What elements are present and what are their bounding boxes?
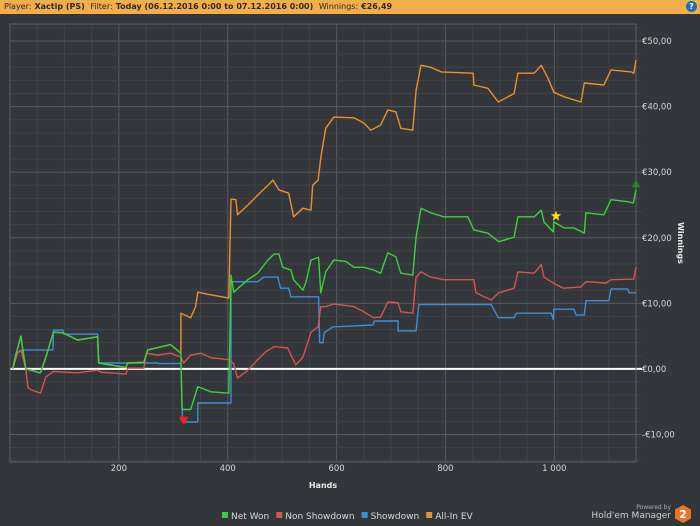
legend-item-label: All-In EV — [435, 512, 473, 522]
legend-swatch — [426, 512, 433, 518]
legend-item-label: Non Showdown — [285, 512, 354, 522]
x-tick-labels: 200 400 600 800 1 000 — [111, 464, 567, 474]
legend-swatch — [222, 512, 228, 518]
legend-swatch — [276, 512, 283, 518]
x-tick-label: 400 — [220, 464, 236, 474]
filter-header-bar: Player: Xactip (PS) Filter: Today (06.12.2… — [0, 0, 700, 14]
y-axis-label: Winnings — [676, 222, 685, 264]
x-axis-label: Hands — [309, 481, 338, 490]
x-tick-label: 200 — [111, 464, 127, 474]
filter-label: Filter: — [90, 2, 113, 11]
triangle-up-marker — [632, 179, 640, 188]
y-tick-label: €10,00 — [642, 299, 672, 309]
legend: Net Won Non Showdown Showdown All-In EV — [222, 512, 474, 522]
player-value: Xactip (PS) — [34, 2, 85, 11]
star-marker — [550, 210, 562, 221]
legend-swatch — [361, 512, 368, 518]
series-line-non-showdown — [12, 263, 637, 394]
series-line-net-won — [12, 189, 637, 411]
x-tick-label: 1 000 — [542, 464, 566, 474]
y-tick-label: €20,00 — [642, 234, 672, 244]
logo-hexagon — [675, 505, 691, 523]
winnings-label: Winnings: — [318, 2, 359, 11]
y-tick-label: €30,00 — [642, 168, 672, 178]
winnings-value: €26,49 — [361, 2, 393, 11]
question-circle-icon[interactable]: ? — [686, 1, 697, 12]
series-line-showdown — [12, 276, 636, 423]
logo-number: 2 — [679, 508, 687, 521]
triangle-down-marker — [178, 416, 189, 425]
grid — [10, 24, 642, 462]
holdem-manager-logo: Powered by Hold'em Manager 2 — [591, 504, 691, 523]
y-tick-label: -€10,00 — [642, 430, 675, 440]
plot-border — [9, 23, 637, 463]
filter-value[interactable]: Today (06.12.2016 0:00 to 07.12.2016 0:0… — [115, 2, 314, 11]
series-lines — [12, 59, 637, 423]
y-tick-label: €0,00 — [642, 365, 666, 375]
x-tick-label: 600 — [328, 464, 344, 474]
player-label: Player: — [4, 2, 32, 11]
product-name: Hold'em Manager — [591, 511, 671, 521]
legend-item-label: Showdown — [371, 512, 420, 522]
y-tick-label: €40,00 — [642, 103, 672, 113]
legend-item-label: Net Won — [231, 512, 269, 522]
x-tick-label: 800 — [437, 464, 453, 474]
y-tick-labels: -€10,00 €0,00 €10,00 €20,00 €30,00 €40,00 €50,… — [642, 37, 675, 440]
powered-by-text: Powered by — [636, 504, 671, 511]
markers — [178, 179, 640, 425]
y-tick-label: €50,00 — [642, 37, 672, 47]
